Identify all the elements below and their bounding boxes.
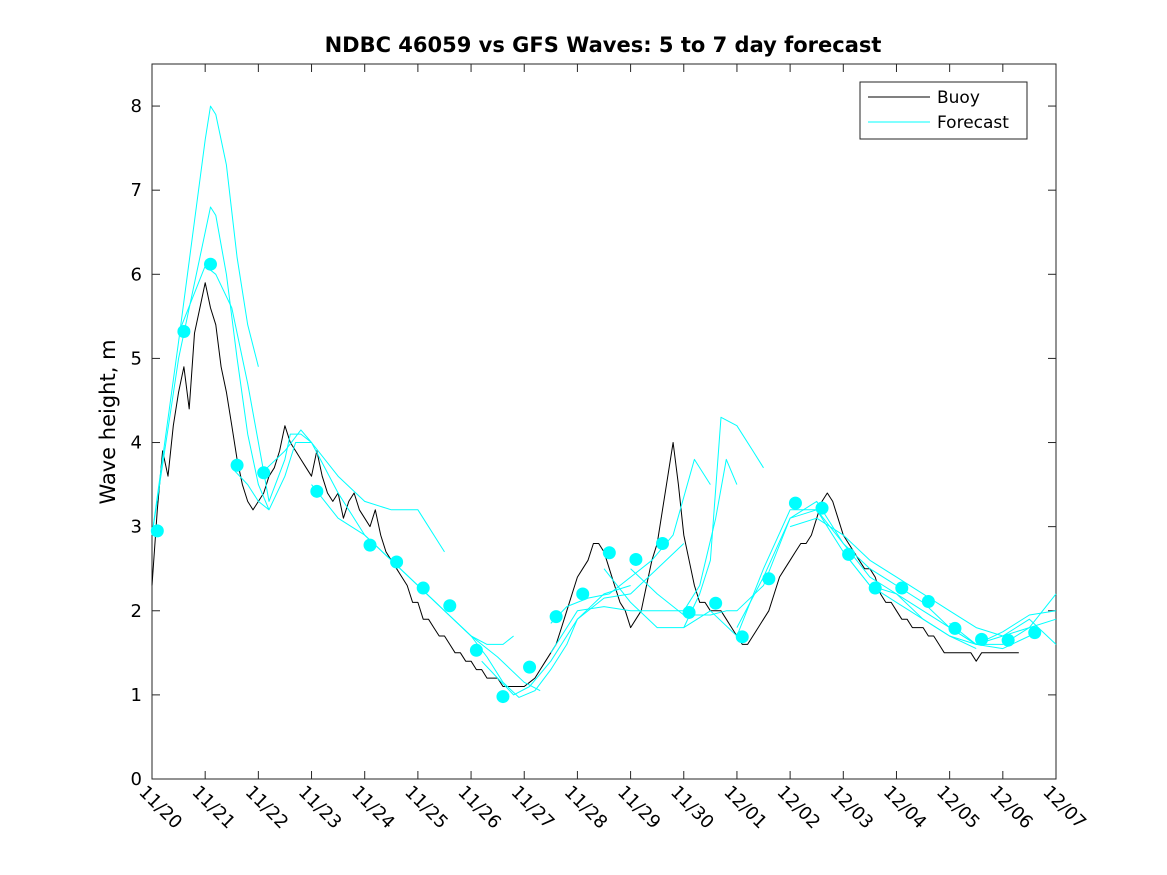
y-tick-label: 6	[131, 264, 142, 285]
x-tick-label: 11/28	[560, 782, 612, 834]
forecast-marker	[815, 501, 829, 515]
forecast-marker	[390, 555, 404, 569]
forecast-marker	[629, 552, 643, 566]
x-tick-label: 11/25	[400, 782, 452, 834]
forecast-marker	[842, 547, 856, 561]
x-tick-label: 11/23	[294, 782, 346, 834]
forecast-line-1	[151, 105, 259, 536]
x-tick-label: 11/20	[134, 782, 186, 834]
chart-title: NDBC 46059 vs GFS Waves: 5 to 7 day fore…	[325, 33, 882, 57]
x-tick-label: 11/21	[188, 782, 240, 834]
legend: Buoy Forecast	[859, 81, 1028, 140]
forecast-marker	[921, 595, 935, 609]
x-tick-label: 11/30	[666, 782, 718, 834]
x-tick-label: 12/06	[985, 782, 1037, 834]
y-tick-label: 0	[131, 769, 142, 790]
x-tick-label: 12/05	[932, 782, 984, 834]
forecast-line-4	[231, 442, 445, 553]
forecast-line-10	[550, 458, 738, 654]
forecast-marker	[762, 572, 776, 586]
forecast-marker	[443, 599, 457, 613]
x-tick-label: 11/27	[507, 782, 559, 834]
forecast-marker	[257, 466, 271, 480]
x-tick-label: 12/01	[719, 782, 771, 834]
x-tick-label: 12/07	[1038, 782, 1090, 834]
forecast-marker	[735, 630, 749, 644]
forecast-marker	[682, 605, 696, 619]
forecast-markers	[150, 257, 1042, 704]
plot-area	[151, 63, 1057, 780]
forecast-marker	[150, 524, 164, 538]
forecast-line-12	[630, 509, 897, 616]
forecast-marker	[416, 581, 430, 595]
forecast-marker	[948, 621, 962, 635]
forecast-marker	[868, 581, 882, 595]
forecast-line-2	[151, 206, 270, 536]
forecast-line-15	[789, 517, 1057, 637]
axis-ticks	[151, 64, 1057, 780]
forecast-marker	[496, 690, 510, 704]
x-tick-label: 12/02	[773, 782, 825, 834]
forecast-marker	[469, 643, 483, 657]
buoy-series	[151, 282, 1019, 687]
forecast-line-11	[603, 416, 764, 629]
y-tick-label: 3	[131, 517, 142, 538]
forecast-marker	[895, 581, 909, 595]
forecast-marker	[975, 632, 989, 646]
forecast-marker	[655, 536, 669, 550]
legend-label-buoy: Buoy	[937, 88, 980, 108]
buoy-line	[151, 282, 1019, 687]
forecast-marker	[602, 546, 616, 560]
forecast-marker	[363, 538, 377, 552]
x-tick-label: 12/03	[826, 782, 878, 834]
forecast-marker	[1028, 626, 1042, 640]
forecast-line-3	[178, 265, 312, 502]
forecast-line-7	[417, 585, 631, 698]
x-tick-label: 11/24	[347, 782, 399, 834]
forecast-marker	[177, 324, 191, 338]
legend-label-forecast: Forecast	[937, 113, 1009, 133]
forecast-marker	[709, 596, 723, 610]
forecast-marker	[310, 484, 324, 498]
forecast-line-18	[949, 618, 1057, 645]
x-tick-label: 11/26	[454, 782, 506, 834]
y-tick-label: 2	[131, 601, 142, 622]
legend-box	[859, 81, 1028, 140]
forecast-marker	[230, 458, 244, 472]
forecast-marker	[203, 257, 217, 271]
forecast-line-9	[550, 458, 711, 624]
forecast-marker	[788, 496, 802, 510]
forecast-marker	[1001, 633, 1015, 647]
forecast-marker	[523, 660, 537, 674]
x-tick-label: 11/29	[613, 782, 665, 834]
y-tick-label: 8	[131, 96, 142, 117]
forecast-marker	[549, 610, 563, 624]
x-tick-label: 11/22	[241, 782, 293, 834]
y-axis-label: Wave height, m	[96, 339, 120, 504]
y-tick-label: 5	[131, 348, 142, 369]
y-tick-label: 4	[131, 433, 142, 454]
x-tick-label: 12/04	[879, 782, 931, 834]
y-tick-label: 7	[131, 180, 142, 201]
forecast-marker	[576, 587, 590, 601]
y-tick-label: 1	[131, 685, 142, 706]
